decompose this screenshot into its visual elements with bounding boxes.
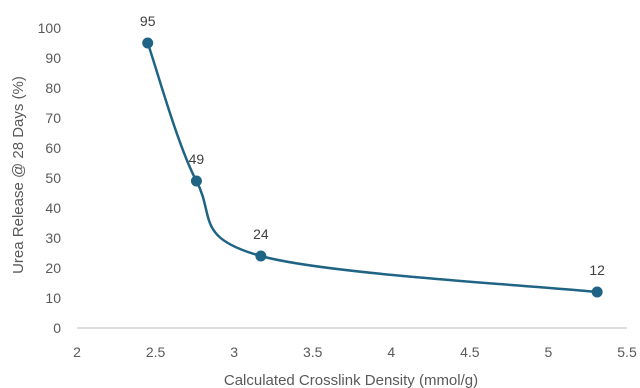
- y-tick-labels: 0 10 20 30 40 50 60 70 80 90 100: [38, 20, 62, 336]
- y-tick-label: 80: [45, 80, 61, 96]
- data-labels: 95 49 24 12: [140, 13, 605, 278]
- y-tick-label: 50: [45, 170, 61, 186]
- y-tick-label: 40: [45, 200, 61, 216]
- x-tick-labels: 2 2.5 3 3.5 4 4.5 5 5.5: [73, 344, 637, 360]
- data-label: 95: [140, 13, 156, 29]
- data-point: [190, 175, 202, 187]
- data-point: [591, 286, 603, 298]
- x-tick-label: 3.5: [303, 344, 323, 360]
- data-label: 24: [253, 226, 269, 242]
- x-tick-label: 4.5: [460, 344, 480, 360]
- data-label: 49: [189, 151, 205, 167]
- data-point: [142, 37, 154, 49]
- x-tick-label: 5: [545, 344, 553, 360]
- x-tick-label: 2.5: [146, 344, 166, 360]
- y-axis-title: Urea Release @ 28 Days (%): [10, 76, 27, 274]
- y-tick-label: 70: [45, 110, 61, 126]
- data-point: [255, 250, 267, 262]
- x-tick-label: 5.5: [617, 344, 637, 360]
- y-tick-label: 30: [45, 230, 61, 246]
- x-axis-title: Calculated Crosslink Density (mmol/g): [224, 372, 478, 388]
- y-tick-label: 10: [45, 290, 61, 306]
- x-tick-label: 4: [387, 344, 395, 360]
- x-tick-label: 2: [73, 344, 81, 360]
- series: [142, 37, 603, 298]
- y-tick-label: 100: [38, 20, 62, 36]
- axes: [77, 327, 627, 329]
- y-tick-label: 20: [45, 260, 61, 276]
- y-tick-label: 90: [45, 50, 61, 66]
- y-tick-label: 0: [53, 320, 61, 336]
- data-label: 12: [589, 262, 605, 278]
- series-line: [146, 41, 599, 294]
- x-tick-label: 3: [230, 344, 238, 360]
- y-tick-label: 60: [45, 140, 61, 156]
